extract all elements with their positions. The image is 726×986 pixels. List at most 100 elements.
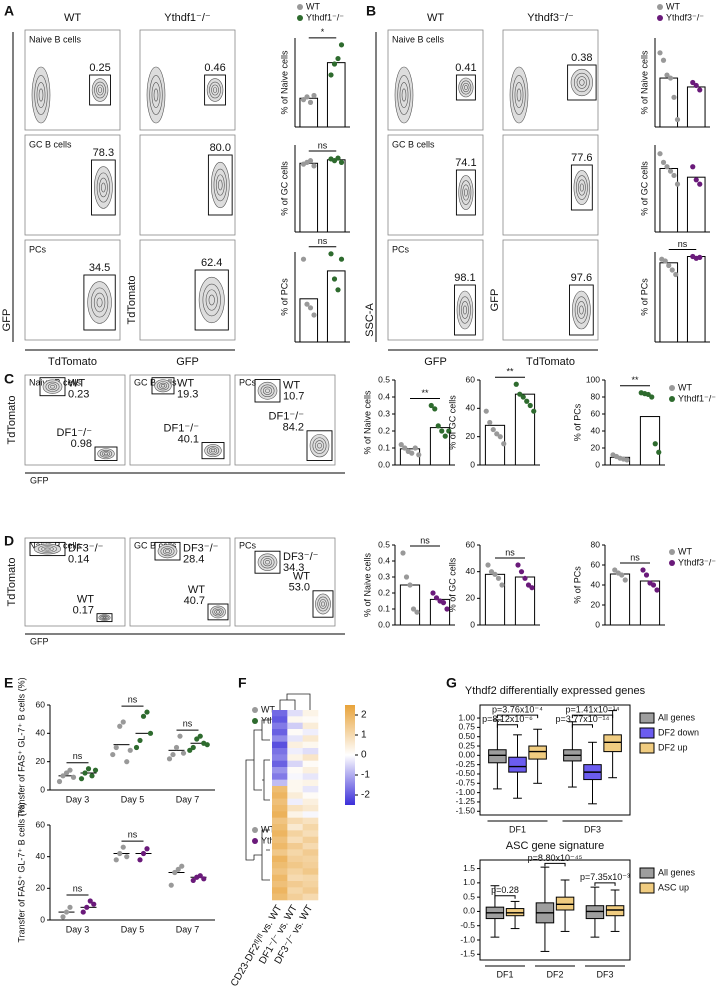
heat-cell (302, 855, 319, 863)
plot-title: GC B cells (29, 139, 72, 149)
dot (520, 394, 526, 400)
heat-cell (272, 760, 288, 768)
gate (254, 550, 281, 574)
box (585, 905, 605, 920)
legend-marker (669, 549, 675, 555)
heat-cell (302, 710, 319, 717)
gate-value: 74.1 (455, 157, 476, 169)
x-tick-label: Day 7 (176, 794, 200, 804)
bar (484, 573, 506, 626)
plot-title: GC B cells (392, 139, 435, 149)
y-tick-label: 80 (591, 391, 601, 401)
plot-frame (479, 704, 631, 816)
y-tick-label: 0.3 (378, 408, 390, 418)
dot (173, 744, 180, 751)
y-tick-label: 20 (466, 431, 476, 441)
dot (612, 567, 618, 573)
x-axis-label: GFP (30, 475, 49, 485)
p-value: p=0.28 (491, 885, 519, 895)
contour (94, 81, 106, 99)
bar (326, 159, 346, 233)
y-axis-label: % of PCs (572, 403, 582, 441)
bar (686, 86, 706, 128)
contour (577, 179, 586, 196)
column-header: Ythdf3⁻/⁻ (527, 12, 574, 24)
contour (217, 179, 223, 191)
bar (659, 167, 679, 233)
y-tick-label: -1.00 (456, 787, 476, 797)
dot (67, 904, 73, 910)
gate (455, 74, 476, 101)
legend-marker (657, 15, 663, 21)
y-axis-label: TdTomato (126, 276, 138, 325)
y-axis-label: % of Naive cells (362, 390, 372, 455)
legend-label: ASC up (658, 882, 689, 892)
gate-value: 19.3 (177, 389, 198, 401)
dot (190, 744, 196, 751)
box (505, 908, 525, 917)
heat-cell (272, 722, 288, 730)
heat-cell (287, 836, 303, 844)
y-tick-label: 40 (36, 851, 46, 861)
dot (307, 158, 314, 164)
contour (464, 188, 468, 197)
dot (640, 567, 646, 573)
box (555, 896, 575, 911)
y-tick-label: 80 (591, 539, 601, 549)
contour (102, 616, 107, 619)
heat-cell (302, 735, 319, 742)
p-value: p=3.76x10⁻⁴ (492, 704, 543, 714)
sig-bracket (544, 862, 566, 867)
gate-value: 40.7 (184, 595, 205, 607)
x-axis-label: GFP (424, 356, 447, 368)
x-axis-label: GFP (176, 356, 199, 368)
dot (433, 595, 440, 601)
heat-cell (272, 779, 288, 787)
dot (624, 457, 630, 463)
gate-value: 10.7 (283, 390, 304, 402)
y-tick-label: 0.2 (378, 425, 390, 435)
dot (697, 181, 703, 187)
y-tick-label: 20 (591, 599, 601, 609)
heat-cell (287, 843, 303, 850)
contour (211, 84, 219, 96)
gate (455, 169, 476, 216)
heat-cell (272, 786, 288, 793)
contour (90, 287, 109, 318)
box (603, 734, 622, 753)
legend-label: WT (678, 382, 692, 392)
heat-cell (302, 830, 319, 837)
gate (151, 377, 175, 395)
contour (34, 75, 48, 115)
dot (697, 87, 703, 93)
y-tick-label: 0.5 (463, 891, 475, 901)
contour (317, 596, 329, 612)
plot-frame (129, 374, 231, 466)
sig-bracket (494, 895, 516, 899)
panel-letter: F (238, 675, 247, 691)
heat-cell (302, 881, 319, 888)
gate-value: 77.6 (571, 152, 592, 164)
dot (91, 901, 97, 907)
dot (311, 92, 317, 99)
dot (137, 737, 143, 744)
contour (103, 452, 109, 456)
legend-label: DF2 down (658, 727, 699, 737)
heat-cell (287, 874, 303, 882)
dot (656, 449, 662, 455)
y-tick-label: 0 (40, 914, 45, 924)
y-axis-label: TdTomato (6, 396, 18, 445)
heat-cell (272, 887, 288, 894)
heat-cell (287, 862, 303, 869)
dot (660, 159, 667, 165)
box (528, 745, 547, 760)
contour (162, 547, 173, 555)
sig-label: ns (630, 552, 640, 562)
heat-cell (302, 862, 319, 869)
gate-value: 0.23 (68, 389, 89, 401)
gate-value: 0.38 (571, 52, 592, 64)
heat-cell (302, 741, 319, 749)
plot-title: PCs (239, 377, 257, 387)
